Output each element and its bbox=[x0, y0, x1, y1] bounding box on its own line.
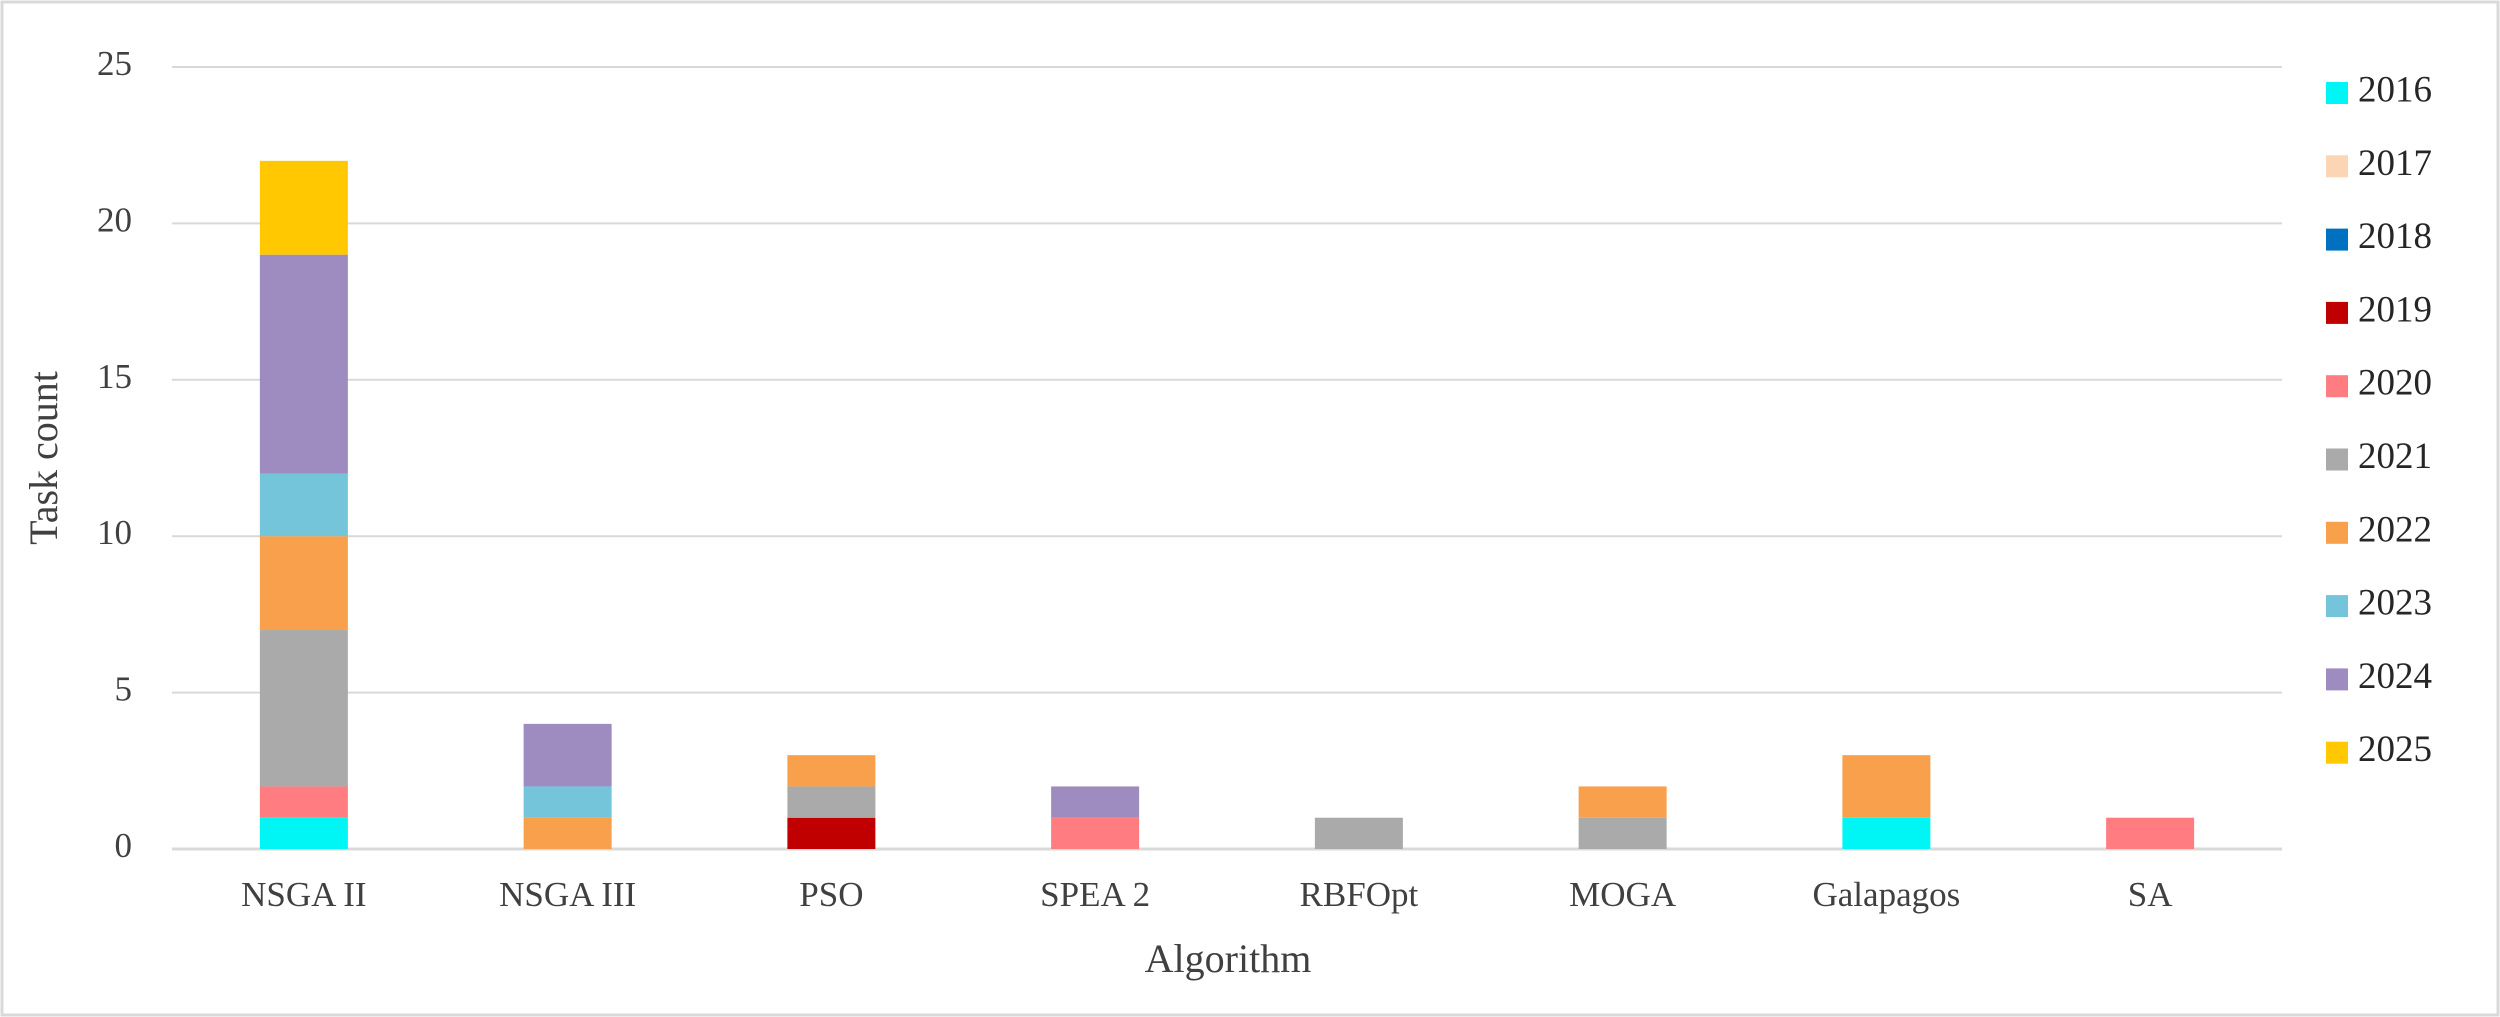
bar-segment bbox=[523, 723, 612, 787]
x-tick-label: RBFOpt bbox=[1300, 875, 1419, 914]
bar-segment bbox=[259, 786, 348, 818]
bar-segment bbox=[1051, 786, 1140, 818]
legend-label: 2021 bbox=[2358, 436, 2432, 477]
x-tick-label: PSO bbox=[799, 875, 863, 914]
bar-segment bbox=[259, 254, 348, 474]
bar-segment bbox=[259, 473, 348, 537]
x-tick-label: Galapagos bbox=[1813, 875, 1961, 914]
legend-label: 2025 bbox=[2358, 729, 2432, 770]
bar-segment bbox=[259, 536, 348, 631]
legend-label: 2024 bbox=[2358, 656, 2432, 697]
bar-segment bbox=[1842, 755, 1931, 818]
bar-segment bbox=[259, 630, 348, 787]
legend-swatch bbox=[2326, 82, 2348, 104]
x-tick-label: SPEA 2 bbox=[1040, 875, 1150, 914]
legend-label: 2019 bbox=[2358, 289, 2432, 330]
bar-segment bbox=[787, 817, 876, 849]
x-tick-label: MOGA bbox=[1569, 875, 1677, 914]
bar-segment bbox=[1578, 786, 1667, 818]
legend-swatch bbox=[2326, 155, 2348, 178]
bar-segment bbox=[1051, 817, 1140, 849]
bar-segment bbox=[259, 160, 348, 255]
y-axis-title: Task count bbox=[21, 371, 66, 545]
legend-label: 2017 bbox=[2358, 143, 2432, 184]
y-tick-label: 0 bbox=[115, 826, 133, 865]
bar-segment bbox=[1578, 817, 1667, 849]
bar-segment bbox=[787, 786, 876, 818]
bar-segment bbox=[259, 817, 348, 849]
legend-swatch bbox=[2326, 448, 2348, 471]
y-tick-label: 20 bbox=[97, 200, 132, 239]
legend-label: 2020 bbox=[2358, 363, 2432, 404]
bar-segment bbox=[1842, 817, 1931, 849]
legend-swatch bbox=[2326, 741, 2348, 764]
bar-segment bbox=[1314, 817, 1403, 849]
x-tick-label: NSGA II bbox=[241, 875, 366, 914]
bar-segment bbox=[523, 817, 612, 849]
legend-label: 2023 bbox=[2358, 583, 2432, 624]
y-tick-label: 15 bbox=[97, 357, 132, 396]
legend-swatch bbox=[2326, 301, 2348, 324]
x-axis-title: Algorithm bbox=[1145, 936, 1312, 981]
legend-swatch bbox=[2326, 521, 2348, 544]
y-tick-label: 25 bbox=[97, 44, 132, 83]
legend-swatch bbox=[2326, 595, 2348, 618]
x-tick-label: SA bbox=[2128, 875, 2173, 914]
legend-swatch bbox=[2326, 228, 2348, 251]
bar-segment bbox=[2106, 817, 2195, 849]
y-tick-label: 10 bbox=[97, 513, 132, 552]
x-tick-label: NSGA III bbox=[499, 875, 636, 914]
legend-swatch bbox=[2326, 668, 2348, 691]
legend-label: 2016 bbox=[2358, 69, 2432, 110]
y-tick-label: 5 bbox=[115, 670, 133, 709]
bar-segment bbox=[523, 786, 612, 818]
legend: 2016 2017 2018 2019 2020 2021 2022 2023 2024 2025 bbox=[2326, 69, 2432, 770]
legend-label: 2018 bbox=[2358, 216, 2432, 257]
legend-swatch bbox=[2326, 375, 2348, 398]
legend-label: 2022 bbox=[2358, 509, 2432, 550]
bar-segment bbox=[787, 755, 876, 787]
